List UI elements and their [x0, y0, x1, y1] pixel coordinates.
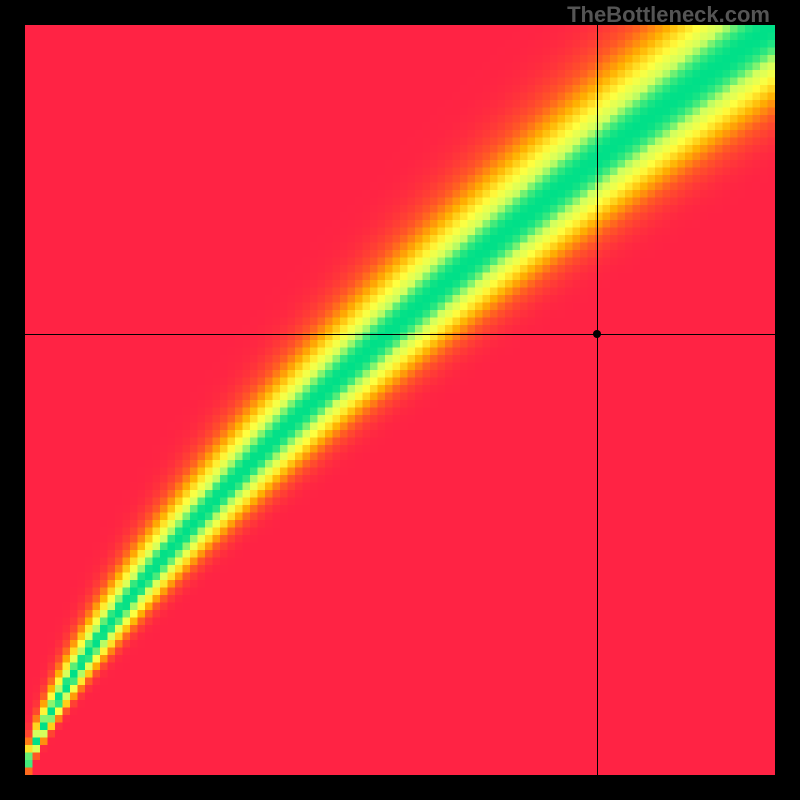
watermark-text: TheBottleneck.com	[567, 2, 770, 28]
crosshair-horizontal-line	[25, 334, 775, 335]
chart-container: TheBottleneck.com	[0, 0, 800, 800]
bottleneck-heatmap	[25, 25, 775, 775]
crosshair-vertical-line	[597, 25, 598, 775]
